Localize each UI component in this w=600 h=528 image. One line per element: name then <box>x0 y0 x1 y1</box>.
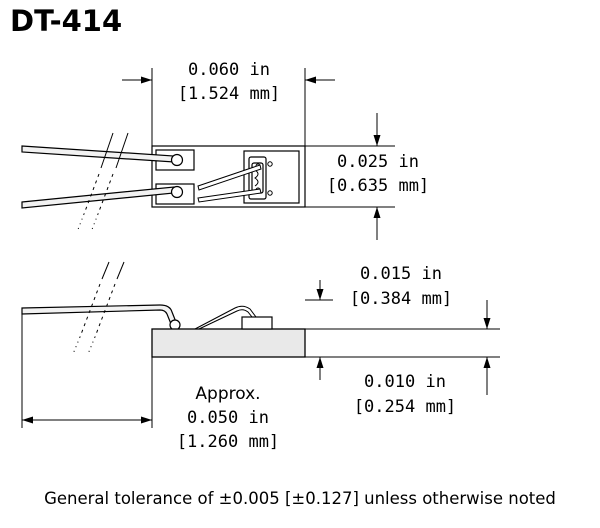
side-break-tail-a <box>72 336 81 355</box>
lower-lead-wire <box>21 186 175 209</box>
top-view: 0.060 in [1.524 mm] 0.025 in [0.635 mm] <box>21 60 429 240</box>
lead-approx-label: Approx. <box>195 384 260 404</box>
die-pad-b <box>267 190 273 196</box>
side-body-mm-label: [0.254 mm] <box>354 397 456 417</box>
side-bond-wire-inner <box>198 309 253 330</box>
tolerance-footnote: General tolerance of ±0.005 [±0.127] unl… <box>44 489 556 508</box>
lead-length-mm-label: [1.260 mm] <box>177 432 279 452</box>
component-arrow-right <box>483 318 491 329</box>
lead-length-arrow-right <box>141 416 152 424</box>
break-mark-tail-a <box>76 213 85 233</box>
side-component-mm-label: [0.384 mm] <box>350 289 452 309</box>
break-mark-upper-b <box>115 132 129 169</box>
side-view: 0.015 in [0.384 mm] 0.010 in [0.254 mm] <box>21 261 500 452</box>
upper-lead-wire <box>21 145 175 163</box>
side-break-mark-d <box>94 283 116 338</box>
bond-wire-upper <box>197 164 262 191</box>
top-height-in-label: 0.025 in <box>337 152 419 172</box>
side-break-tail-b <box>87 336 96 355</box>
component-arrow-top <box>316 289 324 300</box>
sensor-die-side <box>241 316 273 330</box>
side-bond-wire <box>194 305 257 330</box>
lower-lead-joint <box>170 185 184 199</box>
side-component-in-label: 0.015 in <box>360 264 442 284</box>
side-lead-wire <box>21 304 177 325</box>
width-arrow-left <box>141 76 152 84</box>
height-arrow-bottom <box>373 207 381 218</box>
side-break-mark-a <box>101 261 110 280</box>
sensor-body-side <box>151 328 306 358</box>
side-body-in-label: 0.010 in <box>364 372 446 392</box>
break-mark-upper-a <box>100 132 114 169</box>
body-arrow-left <box>316 357 324 368</box>
side-break-mark-b <box>116 261 125 280</box>
top-width-mm-label: [1.524 mm] <box>178 84 280 104</box>
lead-length-in-label: 0.050 in <box>187 408 269 428</box>
lead-length-arrow-left <box>22 416 33 424</box>
top-height-mm-label: [0.635 mm] <box>327 176 429 196</box>
width-arrow-right <box>305 76 316 84</box>
upper-lead-joint <box>170 153 184 167</box>
break-mark-tail-b <box>90 213 99 233</box>
side-break-mark-c <box>79 283 101 338</box>
drawing-title: DT-414 <box>10 4 123 38</box>
height-arrow-top <box>373 135 381 146</box>
body-arrow-right <box>483 357 491 368</box>
top-width-in-label: 0.060 in <box>188 60 270 80</box>
serpentine-element <box>254 169 259 187</box>
die-pad-a <box>267 161 273 167</box>
break-mark-lower-b <box>97 173 114 215</box>
break-mark-lower-a <box>83 173 100 215</box>
bond-wire-lower <box>197 188 262 203</box>
